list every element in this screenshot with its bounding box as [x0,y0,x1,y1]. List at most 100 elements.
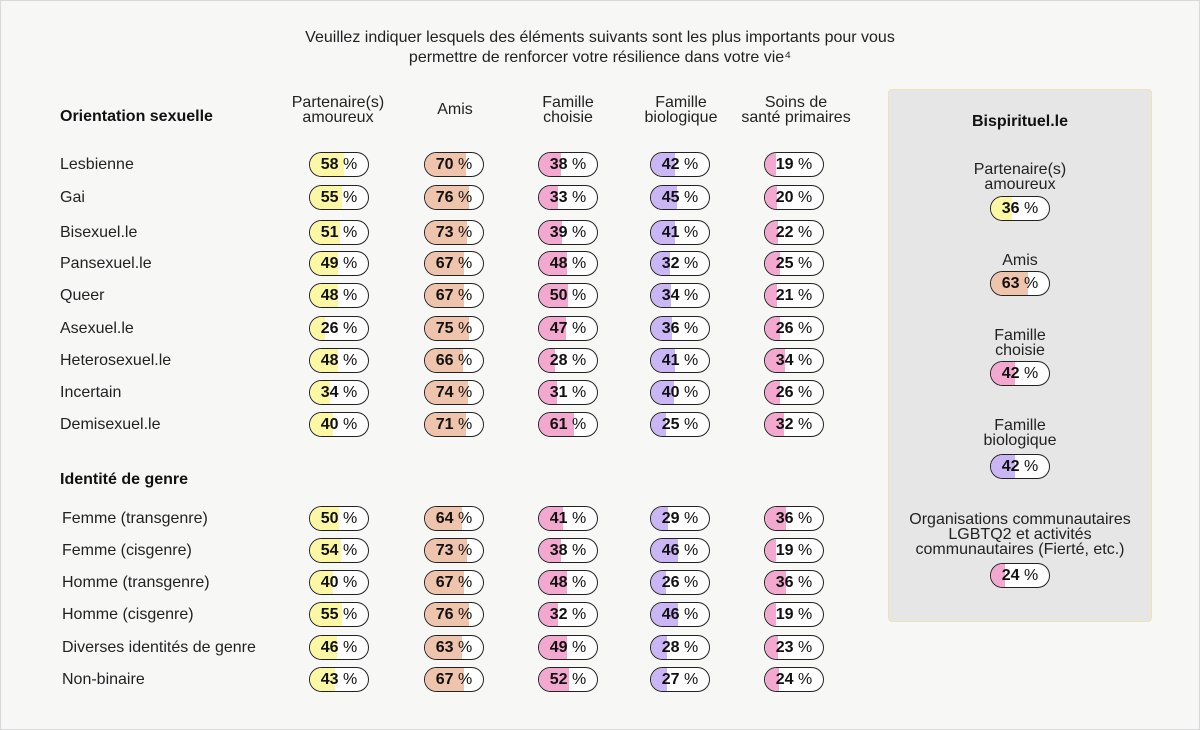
pill-fill [651,153,676,176]
row-label: Queer [60,287,105,304]
pill-unit: % [679,510,699,527]
panel-value-pill: 36 % [990,196,1050,221]
pill-unit: % [793,574,813,591]
value-pill-amis: 64 % [424,506,484,531]
pill-unit: % [793,320,813,337]
pill-value: 50 % [310,507,368,530]
pill-value: 67 % [425,571,483,594]
pill-fill [651,284,671,307]
pill-number: 25 [775,255,794,272]
value-pill-amis: 76 % [424,185,484,210]
pill-number: 36 [775,574,794,591]
row-label: Homme (cisgenre) [62,606,194,623]
pill-value: 49 % [310,252,368,275]
panel-value-pill: 42 % [990,361,1050,386]
value-pill-partenaires: 26 % [309,316,369,341]
value-pill-famille-biologique: 41 % [650,348,710,373]
pill-value: 47 % [539,317,597,340]
value-pill-soins: 19 % [764,538,824,563]
pill-number: 34 [775,352,794,369]
pill-fill [765,539,777,562]
pill-value: 26 % [765,381,823,404]
pill-number: 73 [435,224,454,241]
pill-number: 50 [549,287,568,304]
value-pill-famille-choisie: 38 % [538,152,598,177]
pill-number: 76 [435,606,454,623]
pill-fill [651,381,675,404]
pill-unit: % [679,287,699,304]
pill-value: 19 % [765,603,823,626]
pill-unit: % [679,639,699,656]
pill-unit: % [567,224,587,241]
pill-unit: % [679,156,699,173]
pill-number: 41 [661,224,680,241]
pill-number: 76 [435,189,454,206]
value-pill-partenaires: 48 % [309,283,369,308]
pill-number: 71 [435,416,454,433]
row-label: Demisexuel.le [60,416,161,433]
pill-value: 36 % [991,197,1049,220]
pill-fill [425,153,466,176]
pill-unit: % [793,510,813,527]
pill-value: 66 % [425,349,483,372]
value-pill-partenaires: 58 % [309,152,369,177]
value-pill-soins: 32 % [764,412,824,437]
pill-number: 32 [661,255,680,272]
row-label: Homme (transgenre) [62,574,210,591]
pill-fill [425,603,470,626]
pill-fill [310,636,337,659]
pill-number: 49 [549,639,568,656]
pill-fill [425,381,468,404]
pill-value: 54 % [310,539,368,562]
value-pill-amis: 67 % [424,570,484,595]
pill-number: 40 [320,416,339,433]
pill-fill [991,197,1012,220]
pill-unit: % [679,320,699,337]
pill-number: 25 [661,416,680,433]
pill-fill [651,221,675,244]
value-pill-famille-biologique: 25 % [650,412,710,437]
pill-number: 58 [320,156,339,173]
pill-value: 40 % [651,381,709,404]
value-pill-soins: 21 % [764,283,824,308]
pill-number: 34 [320,384,339,401]
value-pill-partenaires: 49 % [309,251,369,276]
pill-value: 40 % [310,571,368,594]
pill-unit: % [338,542,358,559]
panel-item-label: Organisations communautaires LGBTQ2 et a… [909,511,1131,558]
pill-unit: % [338,671,358,688]
pill-unit: % [679,606,699,623]
pill-value: 27 % [651,668,709,691]
pill-unit: % [793,671,813,688]
row-label: Non-binaire [62,671,145,688]
pill-unit: % [793,189,813,206]
pill-value: 31 % [539,381,597,404]
pill-unit: % [453,189,473,206]
pill-unit: % [567,639,587,656]
pill-number: 63 [1001,275,1020,292]
pill-fill [425,507,463,530]
value-pill-famille-choisie: 33 % [538,185,598,210]
pill-fill [425,571,464,594]
pill-unit: % [453,671,473,688]
pill-unit: % [453,606,473,623]
value-pill-soins: 22 % [764,220,824,245]
pill-unit: % [567,384,587,401]
pill-unit: % [1019,275,1039,292]
value-pill-amis: 75 % [424,316,484,341]
pill-fill [425,284,464,307]
pill-number: 66 [435,352,454,369]
row-label: Femme (transgenre) [62,510,208,527]
pill-value: 32 % [765,413,823,436]
pill-value: 48 % [310,349,368,372]
pill-fill [765,317,781,340]
pill-number: 41 [661,352,680,369]
pill-fill [765,252,780,275]
value-pill-partenaires: 43 % [309,667,369,692]
pill-unit: % [567,189,587,206]
column-header-amis: Amis [437,101,473,118]
pill-value: 36 % [765,507,823,530]
pill-value: 63 % [425,636,483,659]
pill-fill [310,603,342,626]
pill-number: 19 [775,606,794,623]
